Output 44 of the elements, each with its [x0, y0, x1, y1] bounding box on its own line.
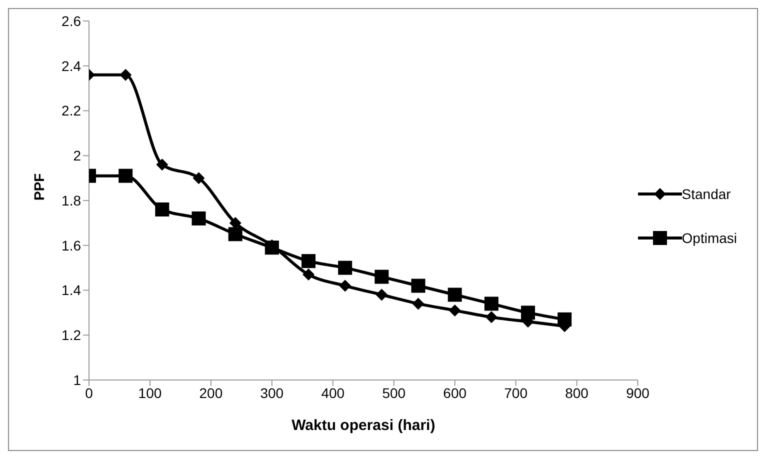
- point: [411, 278, 426, 293]
- point: [302, 254, 316, 268]
- y-tick-label: 2.2: [62, 102, 82, 119]
- x-tick-label: 800: [565, 384, 589, 401]
- y-axis-title: PPF: [30, 172, 47, 200]
- x-tick-label: 600: [443, 384, 467, 401]
- point: [448, 304, 461, 316]
- point: [412, 298, 424, 310]
- y-tick-label: 2: [73, 148, 82, 164]
- legend-label: Standar: [682, 186, 731, 202]
- point: [448, 288, 462, 302]
- point: [302, 268, 315, 281]
- x-tick-label: 200: [199, 384, 223, 401]
- point: [376, 288, 388, 301]
- point: [192, 211, 206, 226]
- point: [118, 168, 133, 183]
- point: [485, 311, 498, 324]
- y-tick-label: 1.8: [62, 192, 82, 208]
- point: [339, 280, 352, 292]
- point: [484, 296, 498, 311]
- x-tick-label: 900: [626, 384, 650, 401]
- x-tick-label: 400: [321, 384, 345, 401]
- y-tick-label: 1: [73, 372, 82, 388]
- y-tick-label: 1.2: [62, 327, 82, 344]
- point: [229, 216, 242, 229]
- x-tick-label: 300: [260, 384, 284, 401]
- x-tick-label: 700: [504, 384, 528, 401]
- point: [155, 202, 170, 216]
- legend-label: Optimasi: [682, 230, 737, 246]
- point: [228, 227, 242, 242]
- point: [521, 306, 536, 320]
- x-tick-label: 500: [382, 384, 406, 401]
- point: [120, 68, 132, 81]
- y-tick-label: 1.6: [62, 237, 82, 254]
- x-tick-label: 100: [138, 384, 162, 401]
- point: [156, 158, 168, 171]
- x-tick-label: 0: [85, 384, 94, 401]
- y-tick-label: 1.4: [62, 282, 82, 298]
- point: [338, 260, 352, 275]
- y-tick-label: 2.4: [62, 58, 82, 74]
- point: [192, 172, 205, 184]
- point: [374, 270, 389, 284]
- y-tick-label: 2.6: [62, 12, 82, 29]
- x-axis-title: Waktu operasi (hari): [292, 417, 436, 434]
